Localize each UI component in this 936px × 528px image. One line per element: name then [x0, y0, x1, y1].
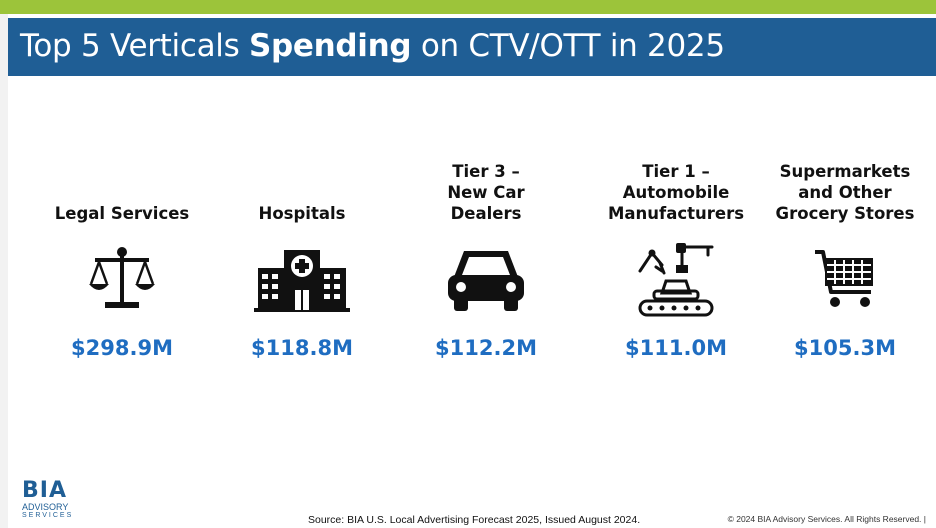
left-edge [0, 14, 8, 528]
spending-value: $105.3M [794, 336, 896, 360]
robotic-assembly-line-icon [586, 224, 766, 334]
vertical-new-car-dealers: Tier 3 – New Car Dealers $112.2M [396, 148, 576, 360]
hospital-icon [212, 224, 392, 334]
title-bold: Spending [249, 28, 412, 64]
vertical-hospitals: Hospitals $118.8M [212, 148, 392, 360]
vertical-label: Hospitals [258, 204, 346, 223]
vertical-legal-services: Legal Services $298.9M [32, 148, 212, 360]
vertical-supermarkets: Supermarkets and Other Grocery Stores $1… [755, 148, 935, 360]
scales-of-justice-icon [32, 224, 212, 334]
title-suffix: on CTV/OTT in 2025 [411, 28, 725, 64]
vertical-automobile-manufacturers: Tier 1 – Automobile Manufacturers $111.0 [586, 148, 766, 360]
vertical-label: Tier 3 – New Car Dealers [447, 162, 525, 223]
vertical-label: Tier 1 – Automobile Manufacturers [607, 162, 745, 223]
vertical-label: Legal Services [54, 204, 190, 223]
logo-wordmark: BIA [22, 478, 67, 503]
top-accent-stripe [0, 0, 936, 14]
bia-logo: BIA ADVISORY SERVICES [22, 480, 73, 520]
vertical-label: Supermarkets and Other Grocery Stores [775, 162, 915, 223]
spending-value: $118.8M [251, 336, 353, 360]
shopping-cart-icon [755, 224, 935, 334]
car-icon [396, 224, 576, 334]
copyright-note: © 2024 BIA Advisory Services. All Rights… [727, 514, 926, 524]
title-bar: Top 5 Verticals Spending on CTV/OTT in 2… [8, 18, 936, 76]
logo-line2: SERVICES [22, 512, 74, 519]
spending-value: $111.0M [625, 336, 727, 360]
title-prefix: Top 5 Verticals [20, 28, 249, 64]
spending-value: $298.9M [71, 336, 173, 360]
source-note: Source: BIA U.S. Local Advertising Forec… [308, 514, 641, 526]
spending-value: $112.2M [435, 336, 537, 360]
slide-title: Top 5 Verticals Spending on CTV/OTT in 2… [20, 28, 725, 64]
logo-line1: ADVISORY [22, 502, 69, 512]
